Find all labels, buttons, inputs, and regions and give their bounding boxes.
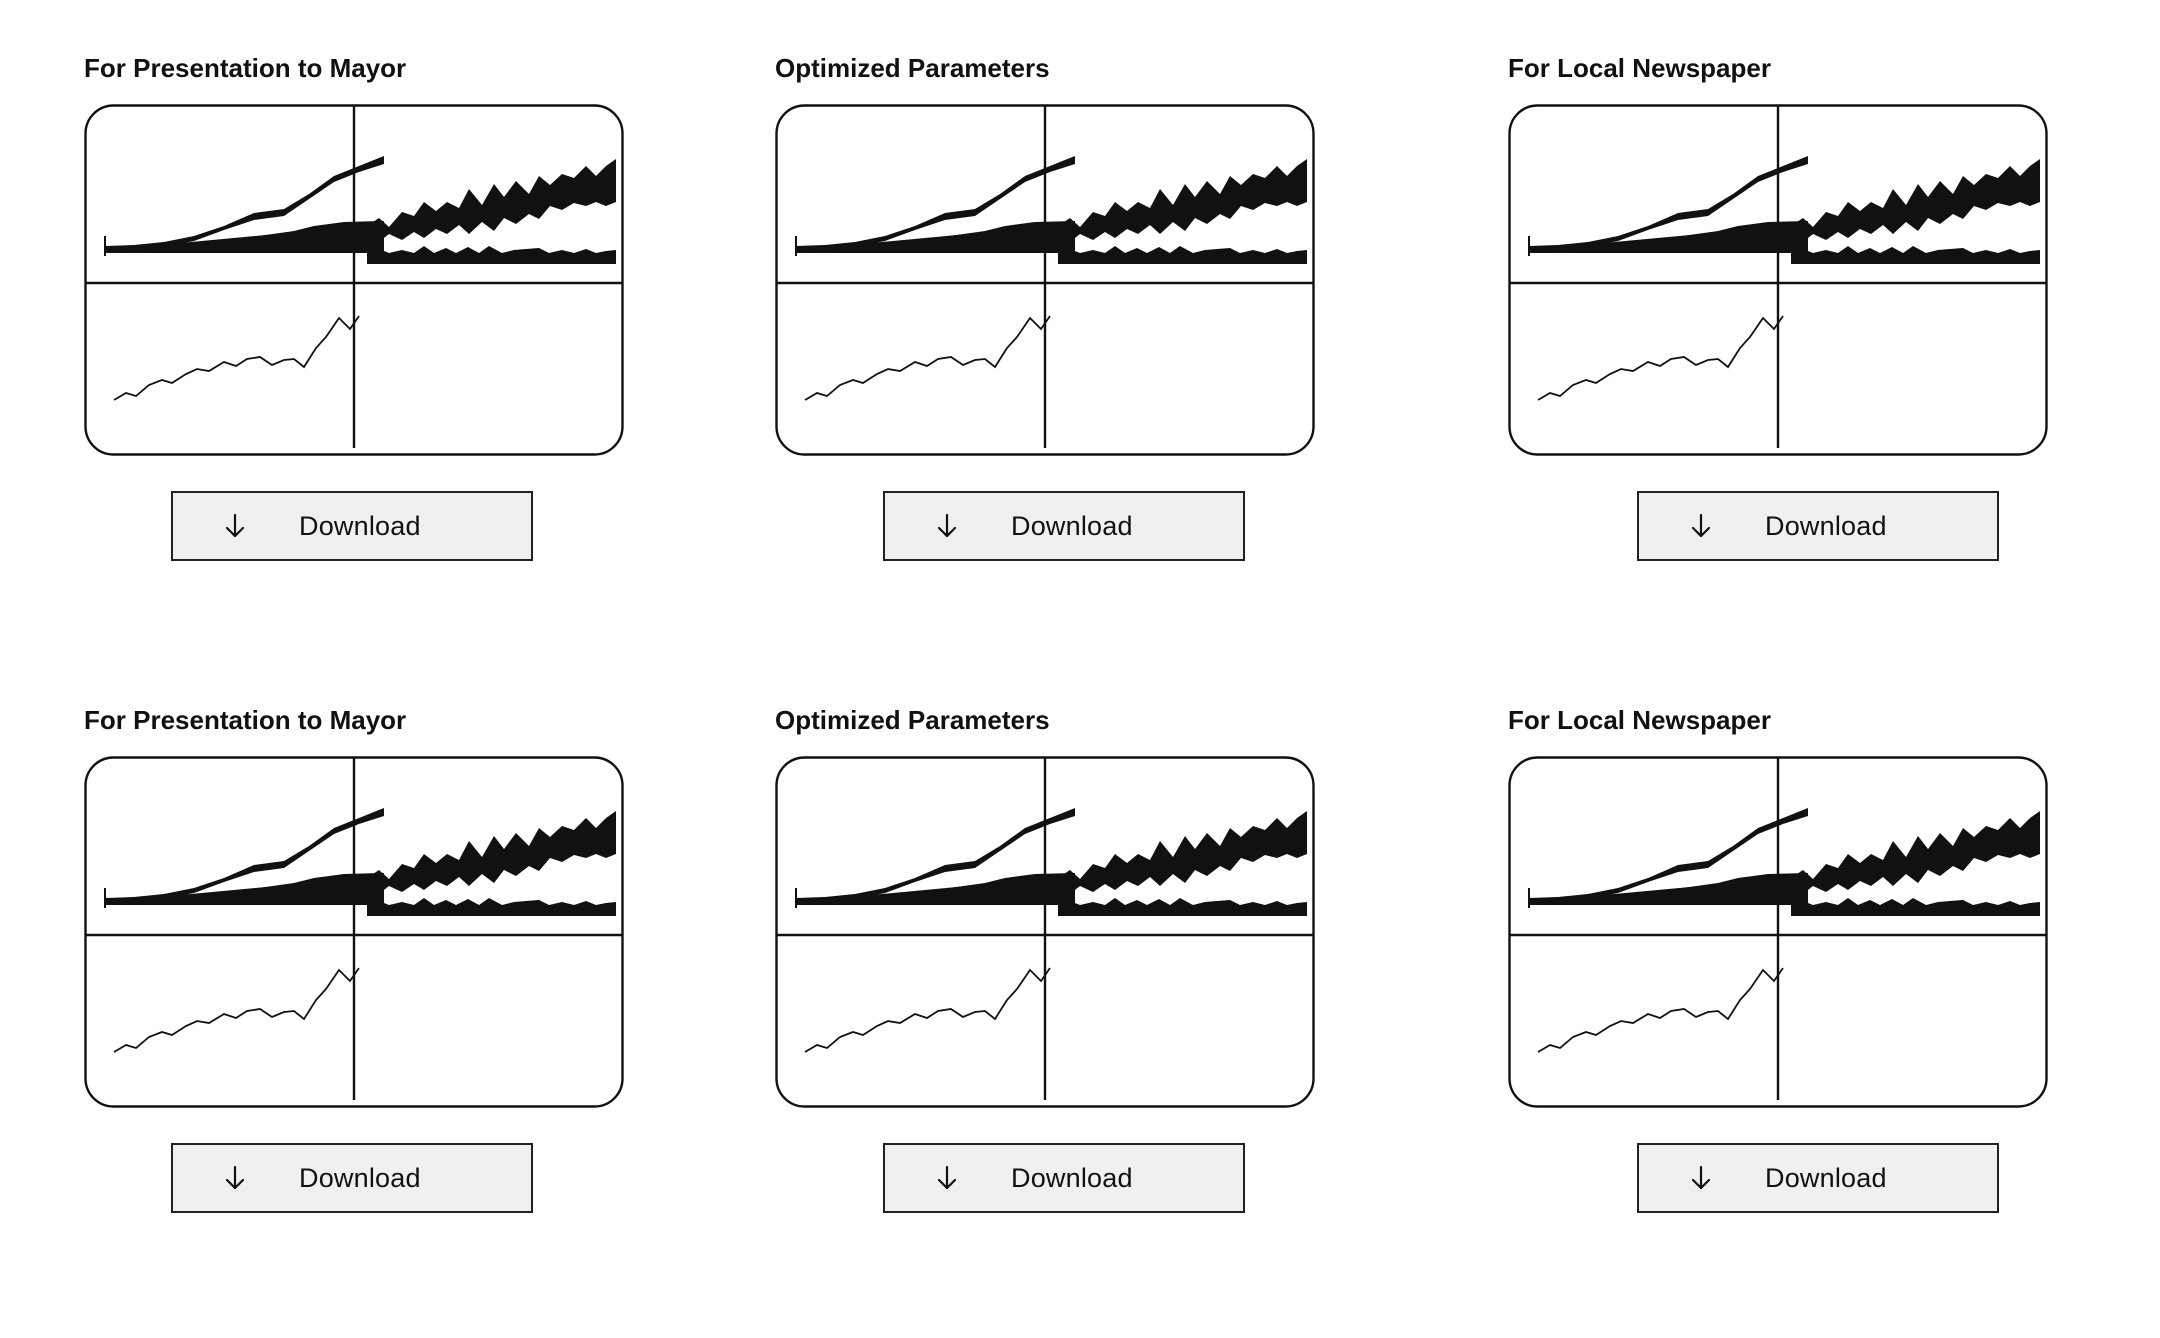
chart-thumbnail-panel[interactable] [84,756,624,1108]
arrow-down-svg [225,513,245,538]
download-button[interactable]: Download [1637,1143,1999,1213]
preset-card: For Local Newspaper [1508,50,2048,456]
area-thumbnail-icon [795,808,1075,908]
download-button[interactable]: Download [171,1143,533,1213]
arrow-down-svg [1691,513,1711,538]
chart-thumbnail-panel[interactable] [775,104,1315,456]
area-thumbnail-icon [1528,808,1808,908]
preset-card: For Presentation to Mayor [84,50,624,456]
area-thumbnail-icon [795,156,1075,256]
band-thumbnail-icon [1791,811,2040,916]
download-button[interactable]: Download [883,491,1245,561]
band-thumbnail-icon [367,811,616,916]
preset-card: Optimized Parameters [775,50,1315,456]
chart-thumbnail-panel[interactable] [775,756,1315,1108]
card-title: Optimized Parameters [775,705,1050,735]
thumbnail-svg [84,104,624,456]
download-button-label: Download [1765,510,1887,541]
arrow-down-icon [223,1164,287,1192]
area-thumbnail-icon [104,808,384,908]
chart-thumbnail-panel[interactable] [84,104,624,456]
preset-card: For Presentation to Mayor [84,702,624,1108]
thumbnail-svg [84,756,624,1108]
arrow-down-svg [225,1165,245,1190]
line-thumbnail-icon [804,315,1051,401]
arrow-down-icon [1689,512,1753,540]
download-button-label: Download [1011,1162,1133,1193]
area-thumbnail-icon [1528,156,1808,256]
arrow-down-icon [223,512,287,540]
chart-thumbnail-panel[interactable] [1508,104,2048,456]
line-thumbnail-icon [113,315,360,401]
download-button-label: Download [1765,1162,1887,1193]
line-thumbnail-icon [1537,315,1784,401]
download-button-label: Download [299,510,421,541]
arrow-down-svg [1691,1165,1711,1190]
preset-card: For Local Newspaper [1508,702,2048,1108]
card-title: For Local Newspaper [1508,53,1771,83]
band-thumbnail-icon [1058,811,1307,916]
line-thumbnail-icon [113,967,360,1053]
arrow-down-icon [1689,1164,1753,1192]
card-title: For Presentation to Mayor [84,705,407,735]
download-button-label: Download [1011,510,1133,541]
card-title: For Presentation to Mayor [84,53,407,83]
thumbnail-svg [775,756,1315,1108]
band-thumbnail-icon [367,159,616,264]
preset-card: Optimized Parameters [775,702,1315,1108]
band-thumbnail-icon [1791,159,2040,264]
line-thumbnail-icon [804,967,1051,1053]
area-thumbnail-icon [104,156,384,256]
arrow-down-svg [937,513,957,538]
download-button-label: Download [299,1162,421,1193]
thumbnail-svg [775,104,1315,456]
arrow-down-svg [937,1165,957,1190]
thumbnail-svg [1508,756,2048,1108]
arrow-down-icon [935,512,999,540]
download-button[interactable]: Download [1637,491,1999,561]
thumbnail-svg [1508,104,2048,456]
line-thumbnail-icon [1537,967,1784,1053]
download-button[interactable]: Download [883,1143,1245,1213]
chart-thumbnail-panel[interactable] [1508,756,2048,1108]
card-title: For Local Newspaper [1508,705,1771,735]
download-button[interactable]: Download [171,491,533,561]
card-title: Optimized Parameters [775,53,1050,83]
band-thumbnail-icon [1058,159,1307,264]
arrow-down-icon [935,1164,999,1192]
